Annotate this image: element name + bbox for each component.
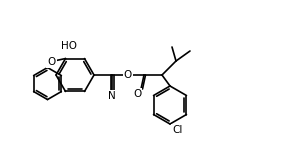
Text: O: O	[47, 57, 56, 66]
Text: N: N	[108, 91, 116, 101]
Text: HO: HO	[61, 41, 76, 50]
Text: Cl: Cl	[172, 125, 182, 135]
Text: O: O	[133, 89, 141, 99]
Text: O: O	[124, 70, 132, 80]
